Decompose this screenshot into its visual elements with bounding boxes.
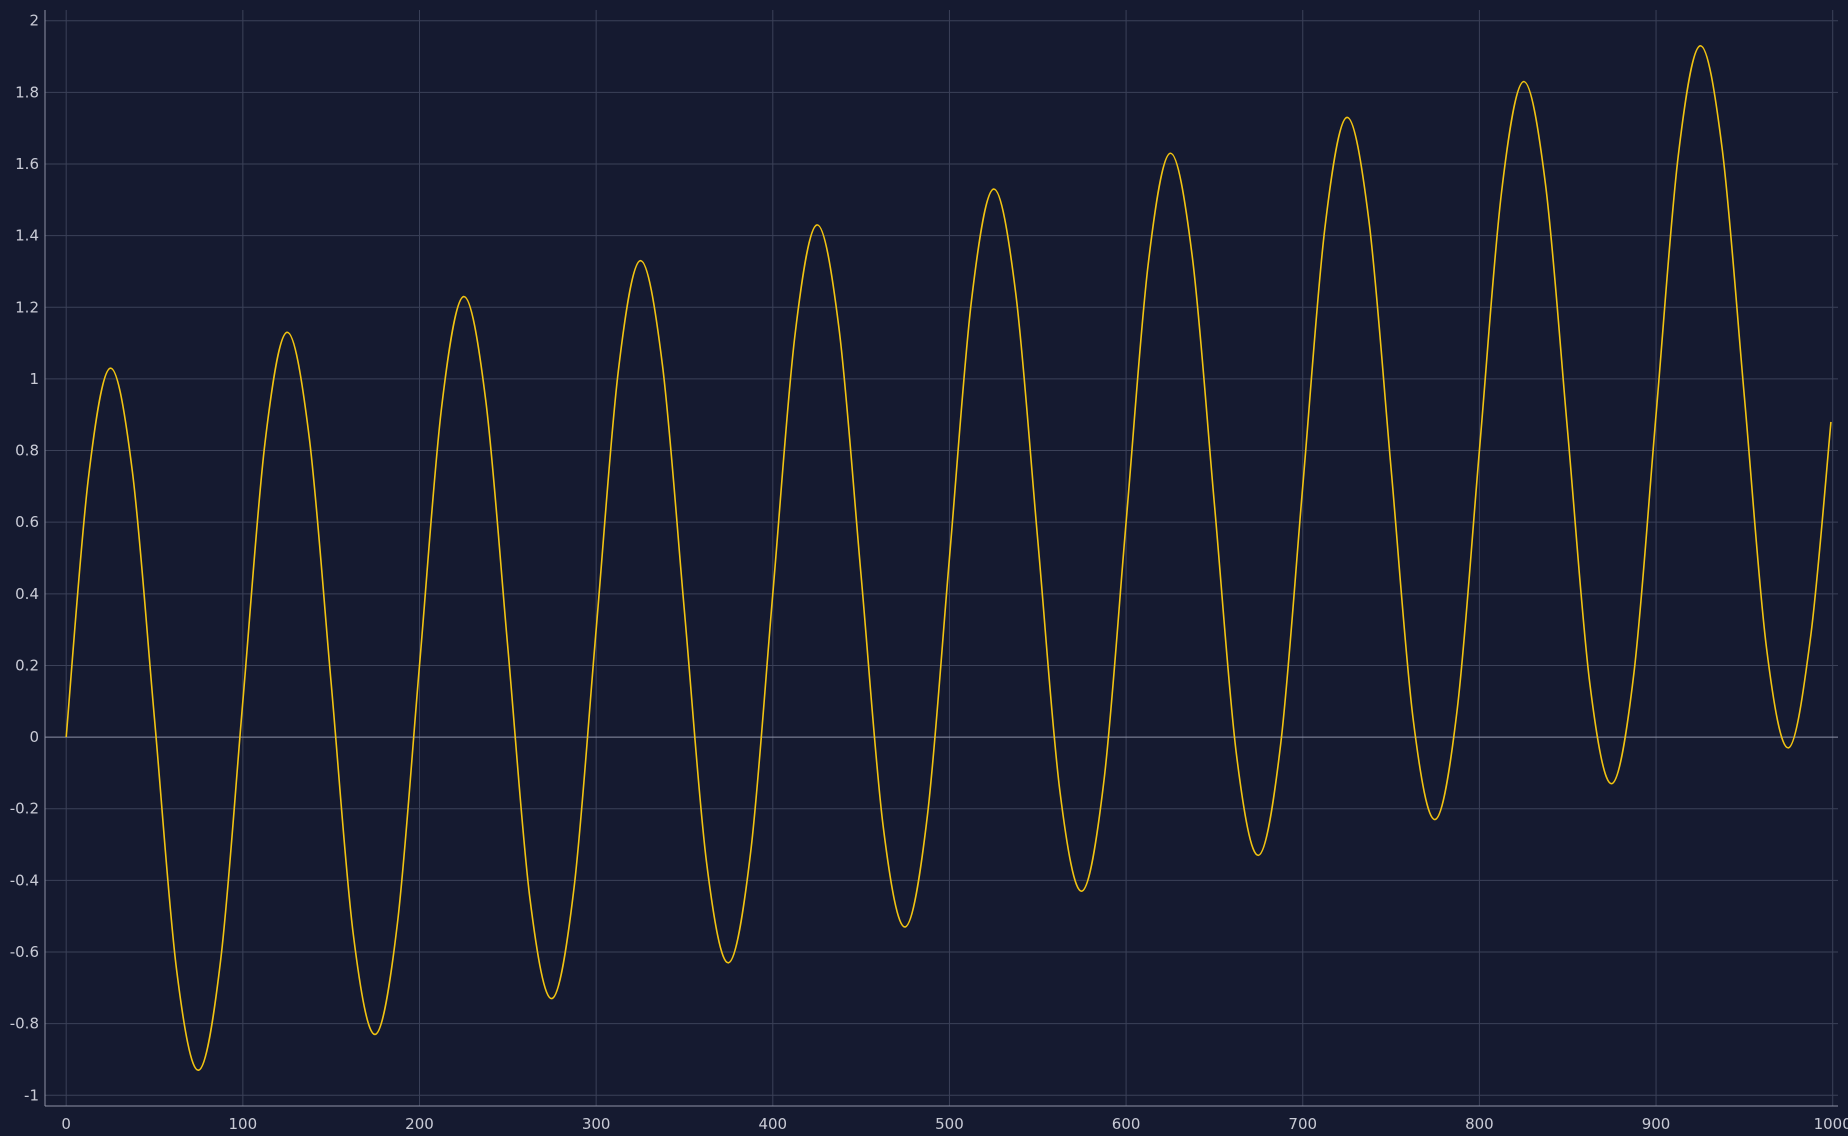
y-tick-label: 1 — [29, 370, 39, 388]
y-tick-label: 1.2 — [15, 298, 39, 316]
y-tick-label: -0.8 — [10, 1015, 39, 1033]
y-tick-label: 1.6 — [15, 155, 39, 173]
y-tick-label: 0 — [29, 728, 39, 746]
y-tick-label: -0.2 — [10, 800, 39, 818]
y-tick-labels: -1 -0.8 -0.6 -0.4 -0.2 0 0.2 0.4 0.6 0.8 1 1.2 1.4 1.… — [10, 12, 39, 1105]
series-layer — [65, 45, 1832, 1071]
y-tick-label: 2 — [29, 12, 39, 30]
x-tick-label: 900 — [1642, 1115, 1671, 1133]
x-tick-label: 700 — [1288, 1115, 1317, 1133]
x-tick-label: 400 — [758, 1115, 787, 1133]
y-tick-label: 1.8 — [15, 83, 39, 101]
x-tick-label: 100 — [229, 1115, 258, 1133]
y-tick-label: 0.8 — [15, 442, 39, 460]
y-tick-label: 0.2 — [15, 656, 39, 674]
grid — [45, 10, 1838, 1106]
x-tick-label: 800 — [1465, 1115, 1494, 1133]
x-tick-label: 0 — [61, 1115, 71, 1133]
x-tick-label: 500 — [935, 1115, 964, 1133]
y-tick-label: -0.6 — [10, 943, 39, 961]
y-tick-label: 0.6 — [15, 513, 39, 531]
y-tick-label: 1.4 — [15, 227, 39, 245]
x-tick-label: 200 — [405, 1115, 434, 1133]
y-tick-label: 0.4 — [15, 585, 39, 603]
x-tick-label: 300 — [582, 1115, 611, 1133]
x-tick-label: 600 — [1112, 1115, 1141, 1133]
series-line — [65, 45, 1832, 1071]
y-tick-label: -0.4 — [10, 871, 39, 889]
x-tick-labels: 0 100 200 300 400 500 600 700 800 900 1000 — [61, 1115, 1848, 1133]
y-tick-label: -1 — [24, 1086, 39, 1104]
x-tick-label: 1000 — [1814, 1115, 1848, 1133]
axes — [44, 10, 1838, 1107]
